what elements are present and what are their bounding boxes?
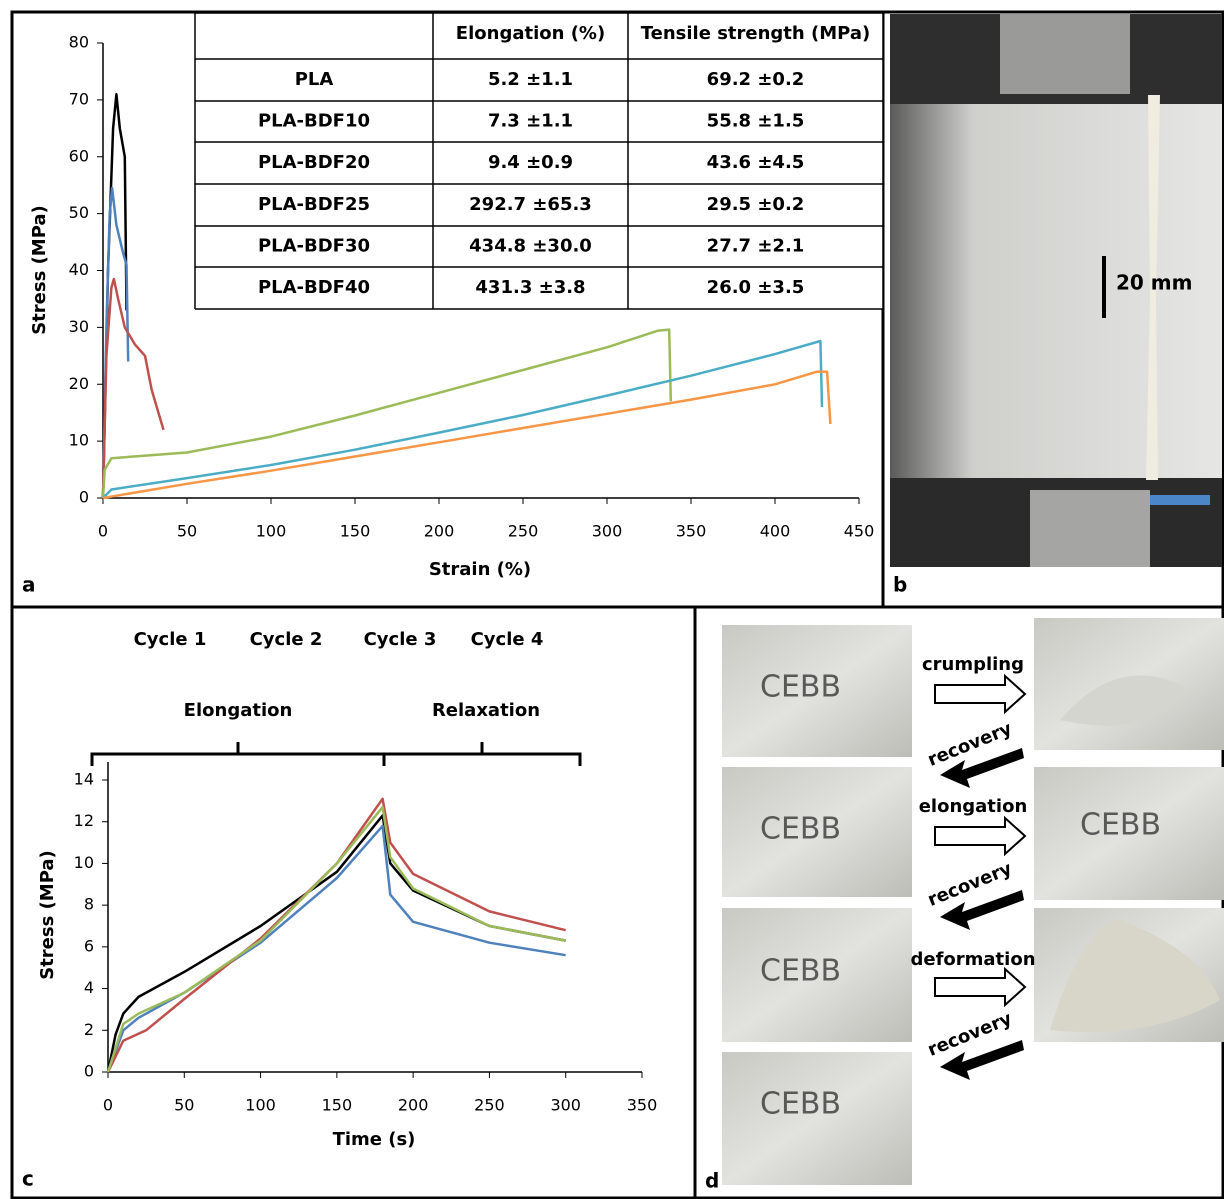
legend-entry: Cycle 4 bbox=[471, 629, 544, 650]
brace bbox=[90, 742, 582, 766]
series-line bbox=[102, 339, 824, 499]
table-header: Elongation (%) bbox=[456, 23, 605, 44]
y-tick-label: 30 bbox=[69, 317, 89, 336]
photo-logo: CEBB bbox=[760, 812, 841, 847]
series-line bbox=[106, 797, 566, 1073]
frame bbox=[10, 10, 1224, 1199]
step-label: elongation bbox=[919, 796, 1028, 817]
photo-logo: CEBB bbox=[760, 670, 841, 705]
annotation: Elongation bbox=[184, 700, 293, 721]
photo-logo: CEBB bbox=[1080, 808, 1161, 843]
y-tick-label: 12 bbox=[74, 811, 94, 830]
arrows bbox=[934, 673, 1027, 1080]
y-tick-label: 2 bbox=[84, 1020, 94, 1039]
series-line bbox=[106, 805, 566, 1073]
x-tick-label: 150 bbox=[340, 522, 371, 541]
table-row-name: PLA-BDF10 bbox=[258, 111, 370, 132]
table-cell: 9.4 ±0.9 bbox=[488, 152, 573, 173]
y-tick-label: 6 bbox=[84, 936, 94, 955]
y-tick-label: 0 bbox=[79, 488, 89, 507]
x-tick-label: 150 bbox=[322, 1096, 353, 1115]
photo-logo: CEBB bbox=[760, 1087, 841, 1122]
series-line bbox=[106, 814, 566, 1073]
series-line bbox=[101, 186, 130, 499]
legend-entry: Cycle 2 bbox=[250, 629, 323, 650]
y-tick-label: 8 bbox=[84, 895, 94, 914]
step-label: crumpling bbox=[922, 654, 1024, 675]
y-axis-title: Stress (MPa) bbox=[37, 850, 58, 980]
y-tick-label: 50 bbox=[69, 203, 89, 222]
x-tick-label: 300 bbox=[592, 522, 623, 541]
y-tick-label: 10 bbox=[69, 431, 89, 450]
step-label: deformation bbox=[910, 949, 1035, 970]
series-line bbox=[102, 370, 832, 500]
table-cell: 43.6 ±4.5 bbox=[707, 152, 805, 173]
x-tick-label: 300 bbox=[550, 1096, 581, 1115]
series-line bbox=[101, 277, 165, 499]
table-cell: 292.7 ±65.3 bbox=[469, 194, 592, 215]
table-row-name: PLA-BDF30 bbox=[258, 236, 370, 257]
x-tick-label: 100 bbox=[245, 1096, 276, 1115]
table-cell: 69.2 ±0.2 bbox=[707, 69, 805, 90]
x-axis-title: Time (s) bbox=[333, 1129, 416, 1150]
x-tick-label: 250 bbox=[508, 522, 539, 541]
table-bg bbox=[195, 13, 883, 309]
x-tick-label: 50 bbox=[174, 1096, 194, 1115]
x-tick-label: 250 bbox=[474, 1096, 505, 1115]
x-tick-label: 350 bbox=[676, 522, 707, 541]
x-axis-title: Strain (%) bbox=[429, 559, 531, 580]
legend-entry: Cycle 1 bbox=[134, 629, 207, 650]
y-tick-label: 80 bbox=[69, 33, 89, 52]
table-row-name: PLA-BDF25 bbox=[258, 194, 370, 215]
series-line bbox=[106, 824, 566, 1073]
panel-label: b bbox=[893, 573, 907, 597]
scale-bar-label: 20 mm bbox=[1116, 271, 1192, 295]
x-tick-label: 50 bbox=[177, 522, 197, 541]
table-row-name: PLA-BDF40 bbox=[258, 277, 370, 298]
y-tick-label: 14 bbox=[74, 770, 94, 789]
panel-label: d bbox=[705, 1169, 719, 1193]
y-tick-label: 10 bbox=[74, 853, 94, 872]
table-cell: 26.0 ±3.5 bbox=[707, 277, 805, 298]
table-cell: 27.7 ±2.1 bbox=[707, 236, 805, 257]
photo-logo: CEBB bbox=[760, 954, 841, 989]
x-tick-label: 450 bbox=[844, 522, 875, 541]
y-tick-label: 0 bbox=[84, 1062, 94, 1081]
y-tick-label: 20 bbox=[69, 374, 89, 393]
x-tick-label: 200 bbox=[398, 1096, 429, 1115]
panel-label: a bbox=[22, 573, 36, 597]
x-tick-label: 200 bbox=[424, 522, 455, 541]
panel-label: c bbox=[22, 1167, 34, 1191]
table-cell: 55.8 ±1.5 bbox=[707, 111, 805, 132]
table-cell: 7.3 ±1.1 bbox=[488, 111, 573, 132]
annotation: Relaxation bbox=[432, 700, 540, 721]
x-tick-label: 0 bbox=[98, 522, 108, 541]
x-tick-label: 350 bbox=[627, 1096, 658, 1115]
y-tick-label: 40 bbox=[69, 260, 89, 279]
table-cell: 5.2 ±1.1 bbox=[488, 69, 573, 90]
legend-entry: Cycle 3 bbox=[364, 629, 437, 650]
x-tick-label: 100 bbox=[256, 522, 287, 541]
table-cell: 434.8 ±30.0 bbox=[469, 236, 592, 257]
y-axis-title: Stress (MPa) bbox=[29, 205, 50, 335]
table-row-name: PLA-BDF20 bbox=[258, 152, 370, 173]
photos bbox=[722, 618, 1224, 1185]
x-tick-label: 0 bbox=[103, 1096, 113, 1115]
y-tick-label: 70 bbox=[69, 89, 89, 108]
y-tick-label: 60 bbox=[69, 146, 89, 165]
table-cell: 29.5 ±0.2 bbox=[707, 194, 805, 215]
table-cell: 431.3 ±3.8 bbox=[475, 277, 585, 298]
y-tick-label: 4 bbox=[84, 978, 94, 997]
x-tick-label: 400 bbox=[760, 522, 791, 541]
photo-tensile bbox=[890, 14, 1222, 567]
photo-logos: CEBB CEBB CEBB CEBB CEBB bbox=[760, 670, 1161, 1122]
series-line bbox=[101, 328, 673, 499]
table-header: Tensile strength (MPa) bbox=[641, 23, 870, 44]
table-row-name: PLA bbox=[295, 69, 334, 90]
